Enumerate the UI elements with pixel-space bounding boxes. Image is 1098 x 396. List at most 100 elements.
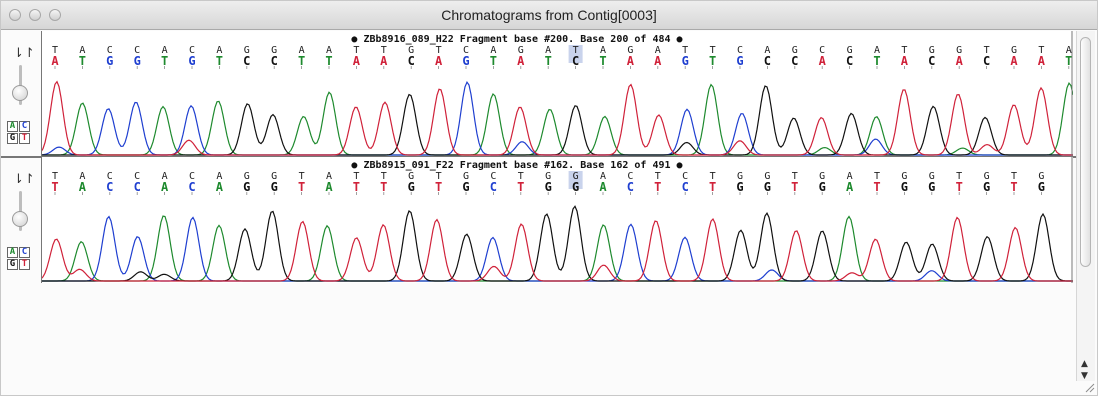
consensus-base: G xyxy=(408,45,414,56)
consensus-base: T xyxy=(518,171,524,182)
consensus-base: T xyxy=(655,171,661,182)
read-base-call: A xyxy=(161,180,169,194)
consensus-base: T xyxy=(874,171,880,182)
amplitude-slider-knob[interactable] xyxy=(12,211,28,227)
read-base-call: G xyxy=(983,180,990,194)
chromatogram-track-2[interactable]: ● ZBb8915_091_F22 Fragment base #162. Ba… xyxy=(41,157,1073,283)
consensus-base: G xyxy=(764,171,770,182)
read-base-call: T xyxy=(298,54,305,68)
consensus-base: T xyxy=(956,171,962,182)
consensus-base: A xyxy=(216,171,222,182)
base-c-toggle[interactable]: C xyxy=(19,121,30,132)
read-base-call: C xyxy=(627,180,634,194)
consensus-base: G xyxy=(737,171,743,182)
read-base-call: C xyxy=(983,54,990,68)
read-base-call: A xyxy=(956,54,964,68)
consensus-base: G xyxy=(847,45,853,56)
consensus-base: G xyxy=(792,45,798,56)
base-t-toggle[interactable]: T xyxy=(19,133,30,144)
consensus-base: G xyxy=(929,45,935,56)
consensus-base: T xyxy=(52,45,58,56)
consensus-base: G xyxy=(929,171,935,182)
selected-base-highlight xyxy=(568,45,583,63)
read-base-call: T xyxy=(791,180,798,194)
scroll-down-icon[interactable]: ▼ xyxy=(1081,371,1088,381)
chromatogram-track-1[interactable]: ● ZBb8916_089_H22 Fragment base #200. Ba… xyxy=(41,31,1073,157)
read-base-call: G xyxy=(462,180,469,194)
trace-t xyxy=(41,80,1073,156)
read-base-call: G xyxy=(134,54,141,68)
read-base-call: A xyxy=(51,54,59,68)
read-base-call: A xyxy=(435,54,443,68)
vertical-scrollbar[interactable]: ▲ ▼ xyxy=(1076,31,1095,381)
consensus-base: T xyxy=(710,171,716,182)
read-base-call: C xyxy=(682,180,689,194)
read-base-call: G xyxy=(106,54,113,68)
consensus-base: G xyxy=(244,171,250,182)
consensus-base: G xyxy=(271,45,277,56)
read-base-call: C xyxy=(490,180,497,194)
consensus-base: G xyxy=(956,45,962,56)
read-base-call: A xyxy=(380,54,388,68)
read-base-call: A xyxy=(79,180,87,194)
consensus-base: C xyxy=(107,45,113,56)
read-base-call: T xyxy=(490,54,497,68)
read-base-call: A xyxy=(599,180,607,194)
consensus-base: A xyxy=(600,171,606,182)
read-base-call: T xyxy=(709,54,716,68)
base-a-toggle[interactable]: A xyxy=(7,121,18,132)
consensus-base: C xyxy=(490,171,496,182)
consensus-base: C xyxy=(737,45,743,56)
read-base-call: T xyxy=(380,180,387,194)
consensus-base: A xyxy=(326,45,332,56)
resize-grip-icon[interactable] xyxy=(1081,379,1095,393)
consensus-base: A xyxy=(216,45,222,56)
base-g-toggle[interactable]: G xyxy=(7,133,18,144)
read-base-call: T xyxy=(298,180,305,194)
consensus-base: T xyxy=(682,45,688,56)
read-header: ● ZBb8916_089_H22 Fragment base #200. Ba… xyxy=(351,34,682,45)
amplitude-slider-knob[interactable] xyxy=(12,85,28,101)
close-button[interactable] xyxy=(9,9,21,21)
consensus-base: C xyxy=(189,171,195,182)
read-base-call: T xyxy=(873,180,880,194)
base-g-toggle[interactable]: G xyxy=(7,259,18,270)
vertical-zoom-arrows-icon[interactable]: ⇂↾ xyxy=(13,46,35,61)
consensus-base: T xyxy=(573,45,579,56)
read-base-call: A xyxy=(1010,54,1018,68)
base-t-toggle[interactable]: T xyxy=(19,259,30,270)
read-base-call: T xyxy=(1065,54,1072,68)
read-base-call: A xyxy=(353,54,361,68)
read-base-call: T xyxy=(1010,180,1017,194)
consensus-base: C xyxy=(682,171,688,182)
consensus-base: T xyxy=(436,45,442,56)
consensus-base: C xyxy=(819,45,825,56)
read-base-call: C xyxy=(408,54,415,68)
consensus-base: G xyxy=(901,171,907,182)
read-base-call: T xyxy=(654,180,661,194)
consensus-base: T xyxy=(353,45,359,56)
read-base-call: C xyxy=(928,54,935,68)
base-a-toggle[interactable]: A xyxy=(7,247,18,258)
scroll-up-icon[interactable]: ▲ xyxy=(1081,359,1088,369)
consensus-base: C xyxy=(107,171,113,182)
read-base-call: T xyxy=(216,54,223,68)
read-base-call: T xyxy=(545,54,552,68)
selected-base-highlight xyxy=(568,171,583,189)
read-base-call: T xyxy=(517,180,524,194)
zoom-button[interactable] xyxy=(49,9,61,21)
consensus-base: A xyxy=(600,45,606,56)
read-base-call: T xyxy=(599,54,606,68)
read-base-call: G xyxy=(1038,180,1045,194)
read-base-call: C xyxy=(271,54,278,68)
scrollbar-thumb[interactable] xyxy=(1080,37,1091,267)
consensus-base: T xyxy=(792,171,798,182)
consensus-base: G xyxy=(545,171,551,182)
read-base-call: C xyxy=(188,180,195,194)
base-c-toggle[interactable]: C xyxy=(19,247,30,258)
minimize-button[interactable] xyxy=(29,9,41,21)
read-base-call: A xyxy=(1038,54,1046,68)
vertical-zoom-arrows-icon[interactable]: ⇂↾ xyxy=(13,172,35,187)
consensus-base: C xyxy=(463,45,469,56)
